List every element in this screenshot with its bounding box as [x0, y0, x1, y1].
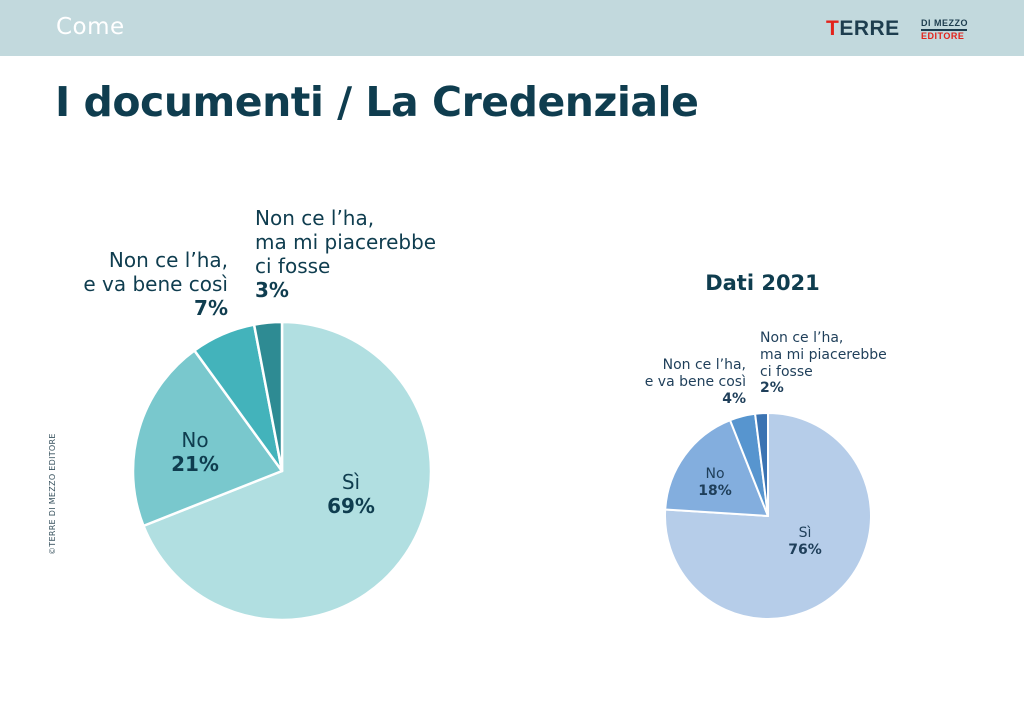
y2021-slice-0	[664, 412, 872, 620]
y2021-label-no-ok-line1: Non ce l’ha,	[662, 357, 746, 373]
main-label-si: Sì 69%	[306, 470, 396, 518]
y2021-value-si: 76%	[788, 541, 822, 558]
y2021-slice-3	[754, 412, 769, 517]
main-label-si-text: Sì	[341, 470, 361, 494]
main-label-no-ok: Non ce l’ha, e va bene così 7%	[60, 248, 228, 320]
pie-chart-main	[131, 320, 433, 622]
section-label: Come	[56, 14, 125, 40]
y2021-slice-1	[664, 419, 769, 517]
main-label-no-want-line2: ma mi piacerebbe	[255, 230, 437, 254]
header-bar: Come TERRE DI MEZZO EDITORE	[0, 0, 1024, 56]
y2021-label-no-text: No	[705, 466, 725, 482]
logo-top-text: DI MEZZO	[921, 18, 968, 28]
main-slice-3	[252, 320, 284, 473]
y2021-label-no-ok: Non ce l’ha, e va bene così 4%	[610, 357, 746, 407]
y2021-label-si-text: Sì	[798, 525, 812, 541]
y2021-label-no-ok-line2: e va bene così	[644, 373, 746, 390]
y2021-label-si: Sì 76%	[775, 525, 835, 559]
main-label-no: No 21%	[150, 428, 240, 476]
logo-bottom-text: EDITORE	[921, 31, 965, 41]
y2021-label-no-want-line1: Non ce l’ha,	[760, 330, 844, 346]
y2021-value-no-want: 2%	[760, 380, 784, 397]
logo-wordmark: TERRE	[826, 17, 900, 40]
main-value-no-want: 3%	[255, 278, 289, 302]
y2021-label-no: No 18%	[685, 466, 745, 500]
main-label-no-want-line1: Non ce l’ha,	[255, 206, 375, 230]
y2021-label-no-want-line2: ma mi piacerebbe	[760, 346, 887, 363]
y2021-label-no-want: Non ce l’ha, ma mi piacerebbe ci fosse 2…	[760, 330, 920, 397]
main-slice-0	[142, 320, 433, 622]
chart-2021-title: Dati 2021	[705, 271, 820, 295]
main-label-no-ok-line2: e va bene così	[83, 272, 228, 296]
y2021-label-no-want-line3: ci fosse	[760, 363, 813, 380]
main-value-si: 69%	[327, 494, 375, 518]
page-title: I documenti / La Credenziale	[55, 78, 699, 126]
main-label-no-want: Non ce l’ha, ma mi piacerebbe ci fosse 3…	[255, 206, 465, 302]
main-label-no-want-line3: ci fosse	[255, 254, 331, 278]
main-value-no-ok: 7%	[194, 296, 228, 320]
y2021-value-no-ok: 4%	[722, 390, 746, 407]
logo-divider	[921, 29, 967, 31]
pie-chart-2021	[664, 412, 872, 620]
main-label-no-ok-line1: Non ce l’ha,	[108, 248, 228, 272]
main-label-no-text: No	[181, 428, 209, 452]
publisher-logo: TERRE DI MEZZO EDITORE	[826, 17, 976, 43]
main-slice-1	[131, 349, 284, 528]
main-value-no: 21%	[171, 452, 219, 476]
y2021-value-no: 18%	[698, 482, 732, 499]
